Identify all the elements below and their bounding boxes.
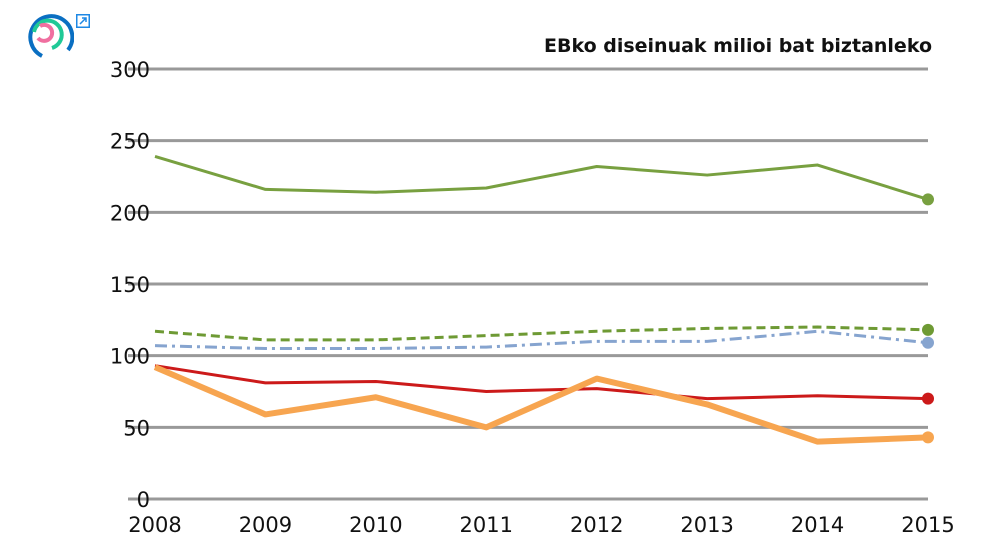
- y-tick-label: 150: [110, 273, 150, 297]
- y-tick-label: 250: [110, 130, 150, 154]
- x-axis-ticks: 2008 2009 2010 2011 2012 2013 2014 2015: [128, 513, 954, 537]
- y-tick-label: 100: [110, 345, 150, 369]
- y-axis-ticks: 0 50 100 150 200 250 300: [110, 58, 150, 512]
- series-end-marker-4: [922, 431, 934, 444]
- y-tick-label: 50: [123, 416, 150, 440]
- series-line-4: [153, 364, 929, 445]
- series-line-0: [154, 154, 929, 201]
- chart-title: EBko diseinuak milioi bat biztanleko: [544, 35, 932, 57]
- x-tick-label: 2010: [349, 513, 402, 537]
- x-tick-label: 2008: [128, 513, 181, 537]
- series-line-1: [154, 325, 929, 342]
- y-tick-label: 300: [110, 58, 150, 82]
- series-end-marker-2: [922, 336, 934, 349]
- x-tick-label: 2011: [460, 513, 513, 537]
- y-tick-label: 0: [137, 488, 150, 512]
- series-end-marker-3: [922, 392, 934, 405]
- external-link-icon[interactable]: [76, 14, 90, 28]
- y-tick-label: 200: [110, 201, 150, 225]
- series-end-marker-0: [922, 193, 934, 206]
- series-line-3: [154, 364, 929, 401]
- x-tick-label: 2012: [570, 513, 623, 537]
- gridlines: [128, 67, 928, 501]
- series-line-2: [154, 329, 929, 350]
- x-tick-label: 2009: [239, 513, 292, 537]
- series-lines: [153, 154, 934, 445]
- logo-icon: [28, 14, 74, 58]
- x-tick-label: 2013: [680, 513, 733, 537]
- x-tick-label: 2015: [901, 513, 954, 537]
- x-tick-label: 2014: [791, 513, 844, 537]
- series-end-marker-1: [922, 323, 934, 336]
